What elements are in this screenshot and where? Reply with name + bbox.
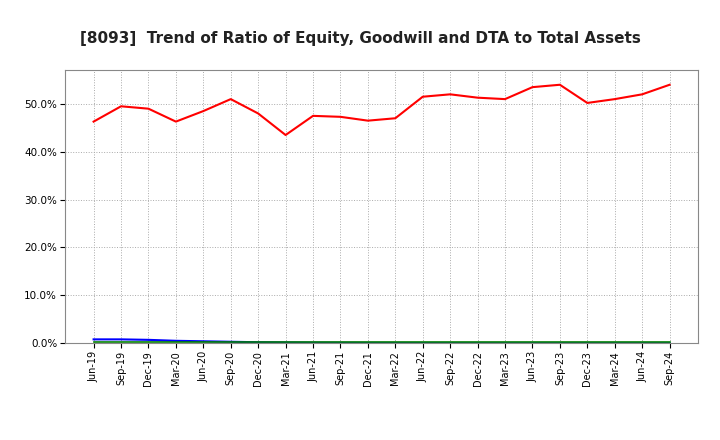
- Deferred Tax Assets: [528, 339, 537, 345]
- Deferred Tax Assets: [556, 339, 564, 345]
- Equity: [336, 114, 345, 120]
- Goodwill: [446, 341, 454, 346]
- Goodwill: [418, 341, 427, 346]
- Goodwill: [309, 340, 318, 345]
- Goodwill: [144, 337, 153, 342]
- Deferred Tax Assets: [144, 339, 153, 345]
- Deferred Tax Assets: [583, 339, 592, 345]
- Equity: [254, 111, 263, 116]
- Deferred Tax Assets: [226, 339, 235, 345]
- Equity: [665, 82, 674, 88]
- Equity: [583, 100, 592, 106]
- Deferred Tax Assets: [611, 339, 619, 345]
- Goodwill: [89, 337, 98, 342]
- Goodwill: [336, 340, 345, 345]
- Goodwill: [364, 340, 372, 345]
- Goodwill: [556, 341, 564, 346]
- Goodwill: [171, 338, 180, 344]
- Goodwill: [611, 341, 619, 346]
- Equity: [309, 113, 318, 118]
- Deferred Tax Assets: [309, 339, 318, 345]
- Equity: [528, 84, 537, 90]
- Deferred Tax Assets: [117, 339, 125, 345]
- Goodwill: [583, 341, 592, 346]
- Equity: [446, 92, 454, 97]
- Goodwill: [282, 340, 290, 345]
- Goodwill: [117, 337, 125, 342]
- Equity: [473, 95, 482, 100]
- Equity: [364, 118, 372, 123]
- Goodwill: [199, 339, 207, 344]
- Equity: [611, 96, 619, 102]
- Deferred Tax Assets: [638, 339, 647, 345]
- Deferred Tax Assets: [418, 339, 427, 345]
- Deferred Tax Assets: [171, 339, 180, 345]
- Deferred Tax Assets: [282, 339, 290, 345]
- Deferred Tax Assets: [364, 339, 372, 345]
- Deferred Tax Assets: [254, 339, 263, 345]
- Deferred Tax Assets: [391, 339, 400, 345]
- Goodwill: [473, 341, 482, 346]
- Equity: [89, 119, 98, 124]
- Goodwill: [391, 341, 400, 346]
- Deferred Tax Assets: [89, 339, 98, 345]
- Goodwill: [528, 341, 537, 346]
- Equity: [171, 119, 180, 124]
- Goodwill: [500, 341, 509, 346]
- Goodwill: [665, 341, 674, 346]
- Deferred Tax Assets: [199, 339, 207, 345]
- Equity: [391, 116, 400, 121]
- Equity: [282, 132, 290, 138]
- Equity: [199, 108, 207, 114]
- Equity: [556, 82, 564, 88]
- Deferred Tax Assets: [336, 339, 345, 345]
- Equity: [144, 106, 153, 111]
- Goodwill: [226, 339, 235, 345]
- Equity: [226, 96, 235, 102]
- Deferred Tax Assets: [665, 339, 674, 345]
- Equity: [418, 94, 427, 99]
- Goodwill: [254, 340, 263, 345]
- Line: Equity: Equity: [94, 85, 670, 135]
- Line: Goodwill: Goodwill: [94, 339, 670, 343]
- Deferred Tax Assets: [500, 339, 509, 345]
- Text: [8093]  Trend of Ratio of Equity, Goodwill and DTA to Total Assets: [8093] Trend of Ratio of Equity, Goodwil…: [80, 31, 640, 46]
- Equity: [638, 92, 647, 97]
- Deferred Tax Assets: [473, 339, 482, 345]
- Equity: [500, 96, 509, 102]
- Deferred Tax Assets: [446, 339, 454, 345]
- Equity: [117, 104, 125, 109]
- Goodwill: [638, 341, 647, 346]
